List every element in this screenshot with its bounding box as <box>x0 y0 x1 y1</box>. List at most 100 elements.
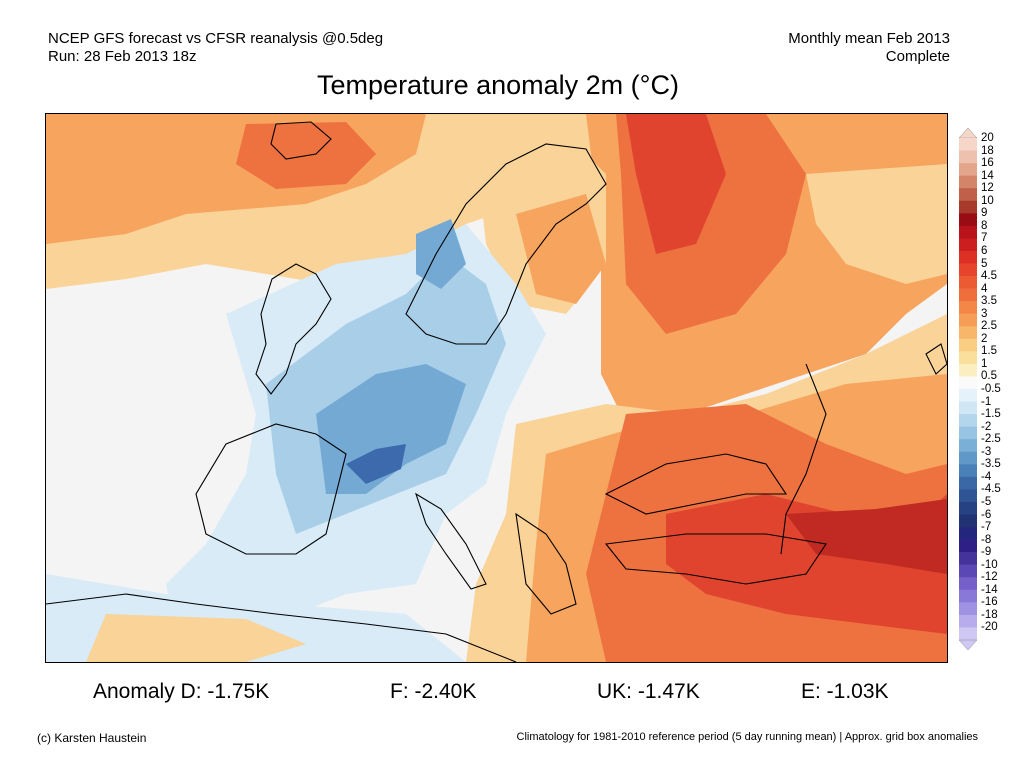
period-label: Monthly mean Feb 2013 <box>788 30 950 47</box>
coastline <box>604 453 788 515</box>
colorbar-tick-label: 8 <box>981 219 988 232</box>
colorbar-tick-label: -5 <box>981 495 992 508</box>
colorbar-tick-label: 6 <box>981 244 988 257</box>
climatology-note: Climatology for 1981-2010 reference peri… <box>516 731 978 743</box>
anomaly-region <box>786 499 947 574</box>
colorbar-swatch <box>959 288 977 302</box>
colorbar-tick-label: 1 <box>981 357 988 370</box>
colorbar-tick-label: -9 <box>981 546 992 559</box>
colorbar-swatch <box>959 301 977 314</box>
colorbar-swatch <box>959 188 977 202</box>
anomaly-field <box>46 114 947 662</box>
anomaly-spain: E: -1.03K <box>801 680 889 703</box>
colorbar-tick-label: -3 <box>981 445 992 458</box>
colorbar-tick-label: 4 <box>981 282 988 295</box>
anomaly-uk: UK: -1.47K <box>597 680 700 703</box>
colorbar-swatch <box>959 313 977 327</box>
anomaly-region <box>86 614 306 662</box>
colorbar-swatch <box>959 489 977 503</box>
colorbar-swatch <box>959 464 977 478</box>
colorbar-min-arrow <box>959 639 977 650</box>
colorbar-swatch <box>959 426 977 440</box>
colorbar-tick-label: -20 <box>981 621 998 634</box>
colorbar-swatch <box>959 276 977 289</box>
colorbar-tick-label: -18 <box>981 608 998 621</box>
run-info: NCEP GFS forecast vs CFSR reanalysis @0.… <box>48 30 383 66</box>
anomaly-map <box>45 113 948 663</box>
coastline <box>405 143 607 345</box>
colorbar-tick-label: -0.5 <box>981 383 1001 395</box>
colorbar-tick-label: -8 <box>981 533 992 546</box>
model-description: NCEP GFS forecast vs CFSR reanalysis @0.… <box>48 30 384 47</box>
colorbar-swatch <box>959 363 977 377</box>
colorbar-tick-label: 1.5 <box>981 345 997 358</box>
colorbar-swatch <box>959 389 977 402</box>
colorbar-tick-label: 7 <box>981 232 988 245</box>
anomaly-region <box>516 194 606 304</box>
colorbar-tick-label: -4 <box>981 470 992 483</box>
colorbar-tick-label: 4.5 <box>981 270 997 283</box>
coastline <box>255 263 332 395</box>
colorbar-swatch <box>959 338 977 352</box>
colorbar-tick-label: 10 <box>981 194 994 207</box>
colorbar-tick-label: 16 <box>981 157 994 170</box>
colorbar <box>959 128 977 650</box>
coastline <box>515 512 577 615</box>
colorbar-swatch <box>959 527 977 540</box>
colorbar-swatch <box>959 225 977 239</box>
colorbar-tick-label: -2 <box>981 420 992 433</box>
colorbar-swatch <box>959 238 977 252</box>
colorbar-tick-label: -1 <box>981 395 992 408</box>
colorbar-swatch <box>959 501 977 515</box>
anomaly-france: F: -2.40K <box>390 680 477 703</box>
anomaly-region <box>346 444 406 484</box>
colorbar-swatch <box>959 213 977 227</box>
anomaly-region <box>416 219 466 289</box>
colorbar-swatch <box>959 614 977 628</box>
colorbar-swatch <box>959 627 977 641</box>
colorbar-tick-label: 3.5 <box>981 295 997 308</box>
colorbar-tick-label: 12 <box>981 182 994 195</box>
colorbar-swatch <box>959 589 977 603</box>
colorbar-tick-label: 5 <box>981 257 988 270</box>
colorbar-tick-label: -10 <box>981 558 998 571</box>
colorbar-swatch <box>959 138 977 151</box>
colorbar-swatch <box>959 326 977 340</box>
coastline <box>604 533 827 585</box>
colorbar-swatch <box>959 476 977 490</box>
colorbar-tick-label: -16 <box>981 596 998 609</box>
colorbar-tick-label: -14 <box>981 583 998 596</box>
colorbar-swatch <box>959 351 977 365</box>
colorbar-swatch <box>959 439 977 453</box>
colorbar-swatch <box>959 451 977 465</box>
colorbar-labels: 20 18 16 14 12 10 9 8 7 6 5 4.5 4 3.5 3 2.5 2 1.5 1 0.5 -0.5… <box>981 128 1021 650</box>
colorbar-tick-label: 2.5 <box>981 320 997 333</box>
colorbar-swatch <box>959 376 977 390</box>
colorbar-swatch <box>959 263 977 277</box>
colorbar-tick-label: 3 <box>981 307 988 320</box>
anomaly-region <box>626 114 726 254</box>
anomaly-germany: Anomaly D: -1.75K <box>93 680 270 703</box>
colorbar-swatch <box>959 200 977 214</box>
colorbar-tick-label: -2.5 <box>981 433 1001 446</box>
coastline <box>415 492 487 590</box>
map-title: Temperature anomaly 2m (°C) <box>317 70 679 100</box>
colorbar-tick-label: -12 <box>981 571 998 584</box>
run-time: Run: 28 Feb 2013 18z <box>48 48 197 65</box>
colorbar-swatch <box>959 552 977 565</box>
colorbar-tick-label: 20 <box>981 132 994 144</box>
colorbar-swatch <box>959 414 977 427</box>
colorbar-swatch <box>959 175 977 189</box>
colorbar-tick-label: -1.5 <box>981 408 1001 421</box>
colorbar-swatch <box>959 602 977 616</box>
colorbar-tick-label: -4.5 <box>981 483 1001 496</box>
colorbar-tick-label: 18 <box>981 144 994 157</box>
coastline <box>925 343 947 375</box>
colorbar-swatch <box>959 163 977 176</box>
colorbar-tick-label: -3.5 <box>981 458 1001 471</box>
completion-status: Complete <box>885 48 950 65</box>
coastline <box>195 423 347 555</box>
coastline <box>270 121 332 160</box>
colorbar-max-arrow <box>959 128 977 139</box>
colorbar-tick-label: 0.5 <box>981 370 997 383</box>
